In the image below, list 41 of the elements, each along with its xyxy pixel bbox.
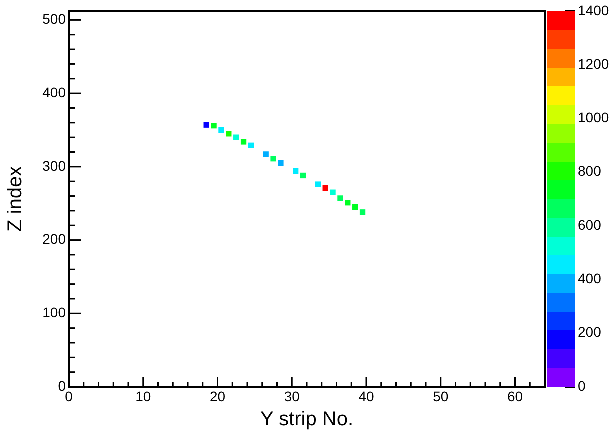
color-bar-label: 400 (578, 270, 602, 287)
color-bar-label: 800 (578, 163, 602, 180)
point (278, 160, 284, 166)
point (263, 152, 269, 158)
y-tick-label: 300 (42, 158, 66, 174)
y-tick-label: 500 (42, 11, 66, 28)
x-tick-label: 60 (507, 388, 524, 404)
point (218, 127, 224, 134)
point (352, 204, 358, 210)
point (322, 185, 328, 192)
point (360, 210, 366, 216)
point (293, 168, 299, 174)
point (234, 134, 240, 140)
x-axis-title: Y strip No. (260, 408, 354, 431)
y-axis-title: Z index (4, 166, 27, 232)
y-tick-label: 200 (42, 231, 66, 248)
color-bar-label: 1400 (578, 2, 610, 18)
y-tick-label: 100 (42, 304, 66, 320)
x-tick-label: 50 (433, 388, 449, 404)
point (204, 122, 210, 128)
point (300, 172, 306, 179)
point (270, 156, 276, 162)
point (315, 182, 321, 188)
color-bar-label: 1200 (578, 56, 610, 72)
point (248, 142, 254, 148)
color-bar-label: 0 (578, 378, 586, 394)
color-bar-label: 600 (578, 216, 602, 233)
x-tick-label: 20 (210, 388, 226, 404)
x-tick-label: 30 (284, 388, 300, 404)
color-bar-label: 1000 (578, 110, 610, 126)
point (240, 139, 247, 145)
y-tick-label: 400 (42, 84, 66, 100)
point (211, 123, 217, 129)
color-bar-label: 200 (578, 324, 602, 340)
x-tick-label: 40 (358, 388, 374, 404)
point (330, 190, 336, 196)
point (226, 131, 232, 137)
x-tick-label: 10 (136, 388, 152, 404)
y-tick-label: 0 (58, 378, 66, 394)
point (345, 200, 351, 206)
point (338, 196, 344, 202)
